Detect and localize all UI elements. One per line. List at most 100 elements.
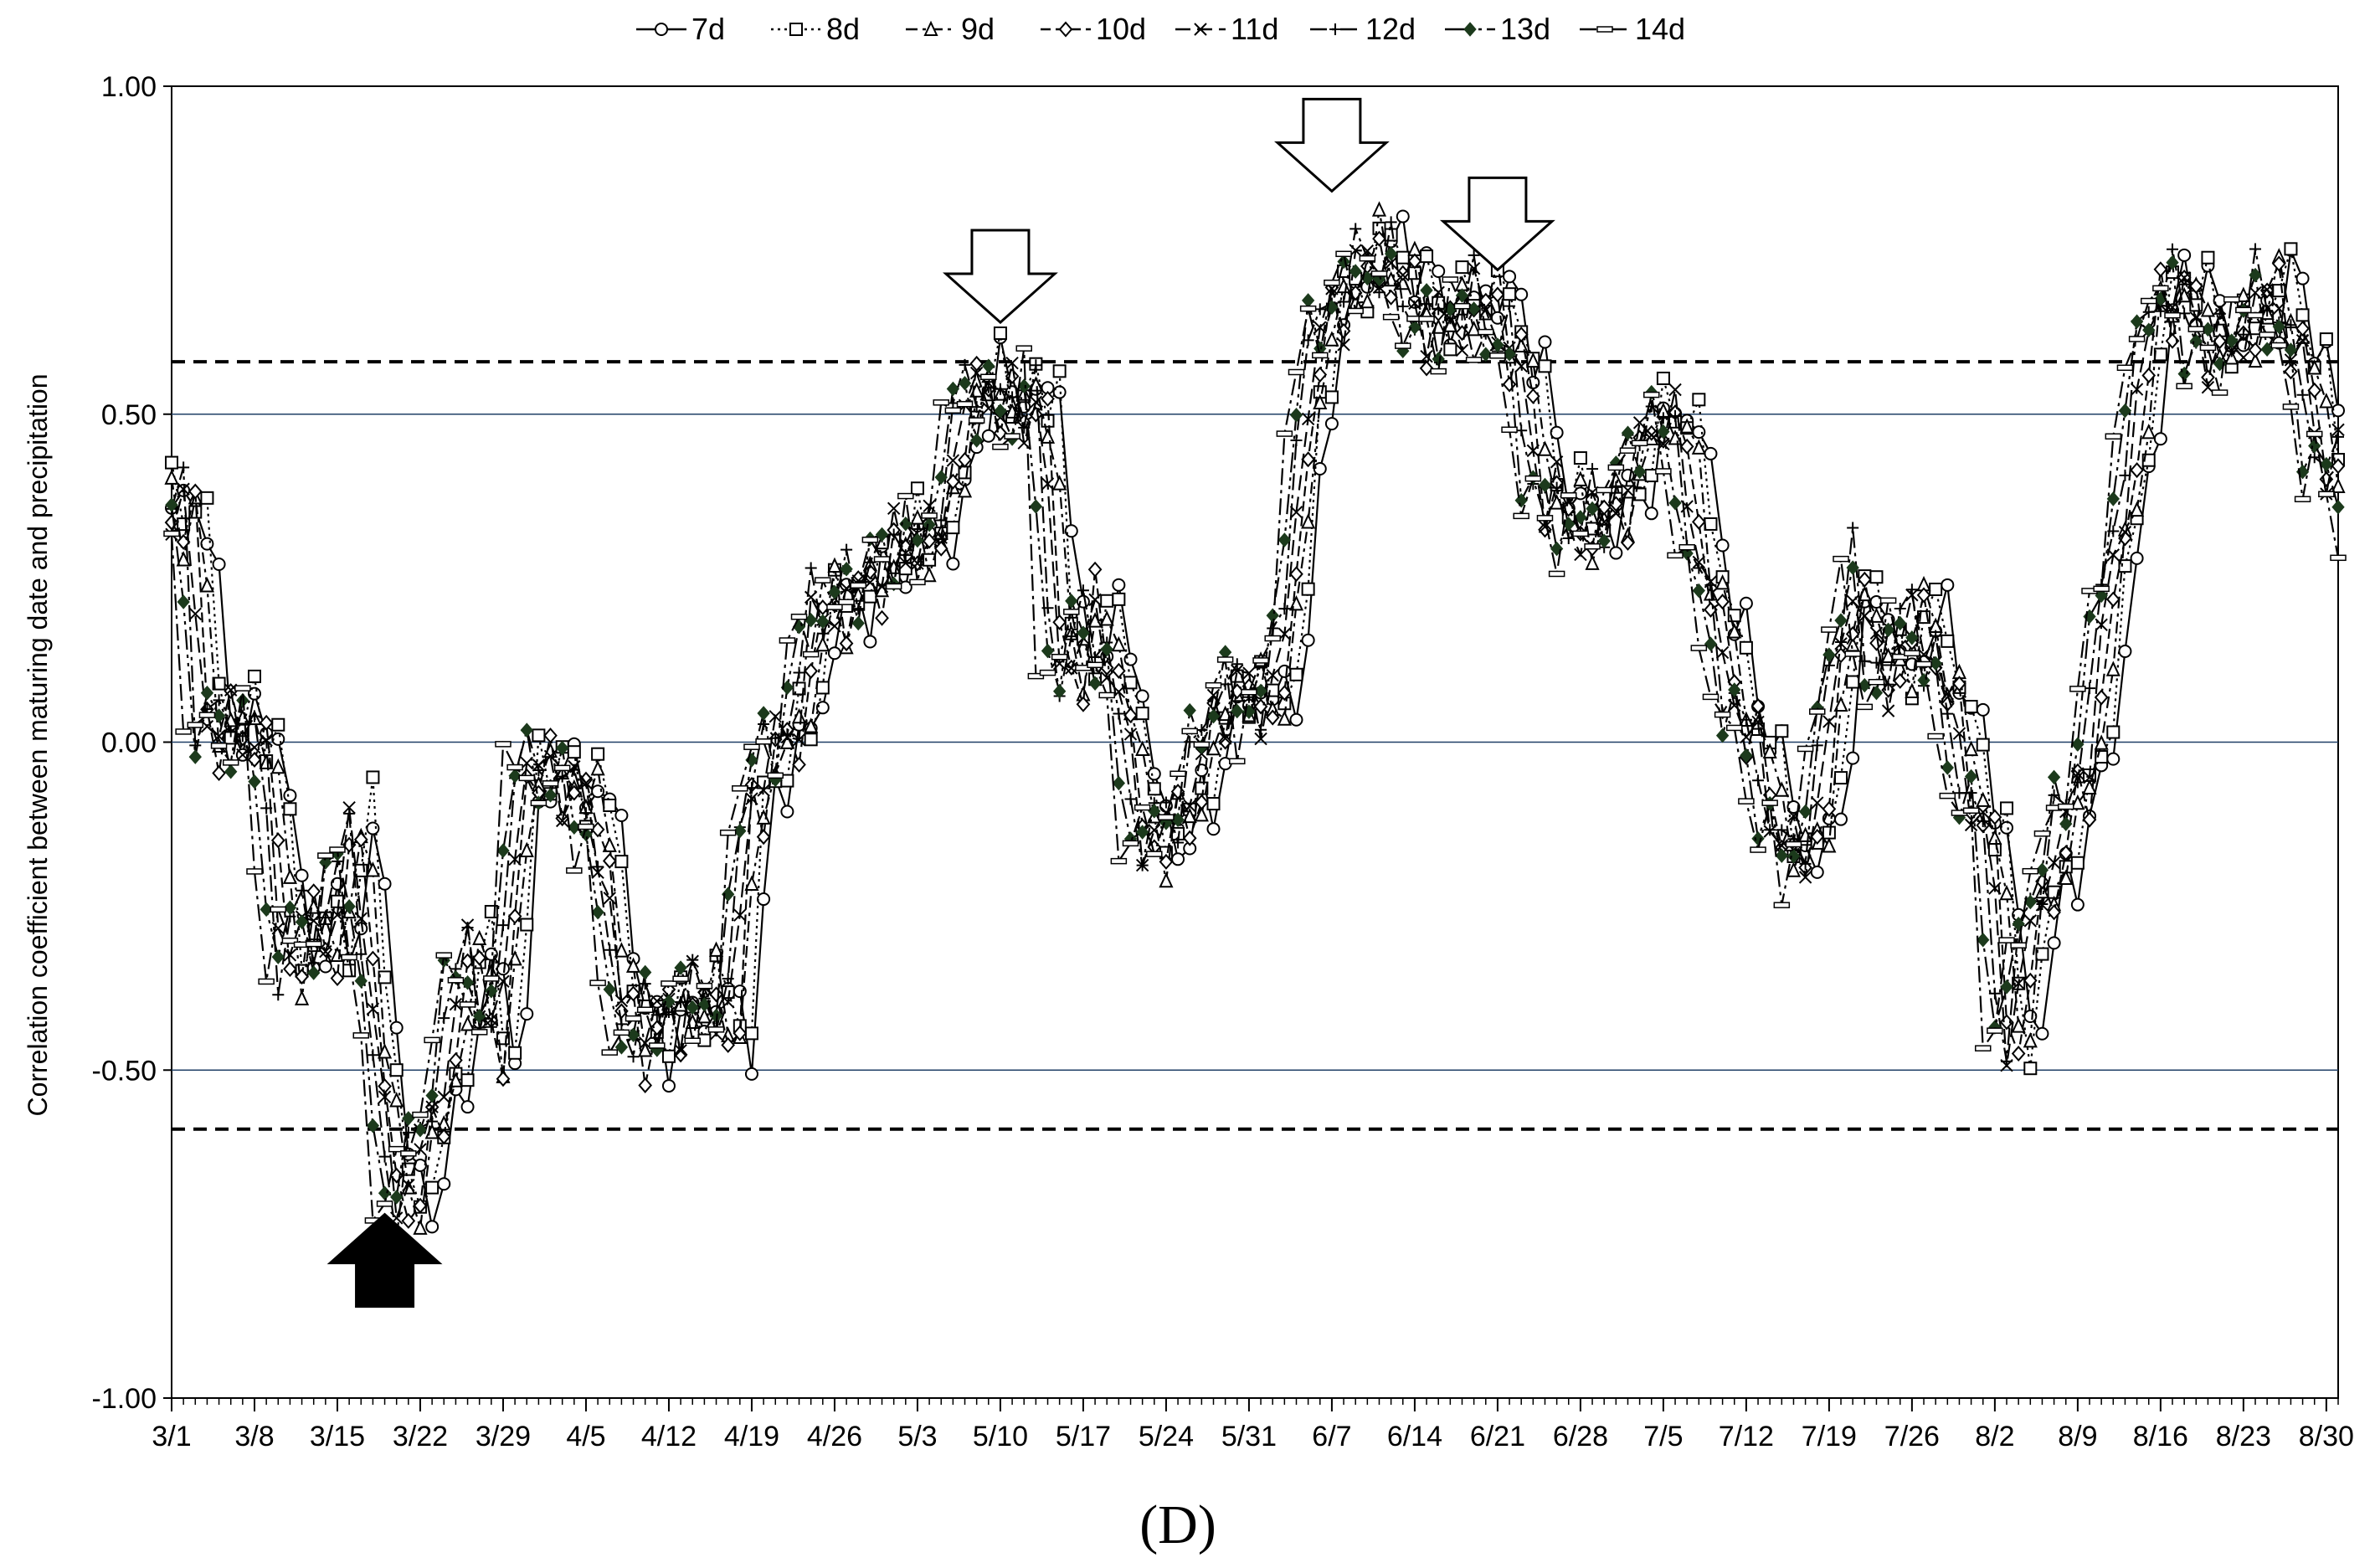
data-point — [2023, 972, 2038, 989]
data-point — [1691, 513, 1706, 530]
data-point — [993, 326, 1007, 341]
data-point — [1869, 570, 1884, 584]
data-point — [1266, 608, 1279, 623]
data-point — [1597, 533, 1611, 548]
data-point — [1728, 682, 1741, 697]
data-point — [1869, 626, 1884, 640]
data-point — [1503, 287, 1517, 301]
x-tick-label: 8/9 — [2058, 1421, 2097, 1452]
data-point — [1266, 668, 1279, 682]
y-axis: 1.00 0.50 0.00 -0.50 -1.00 — [92, 71, 172, 1415]
data-point — [2011, 1046, 2026, 1062]
data-point — [1265, 709, 1280, 726]
data-point — [1183, 702, 1196, 718]
data-point — [755, 738, 772, 745]
data-point — [2010, 942, 2027, 949]
data-point — [1714, 711, 1731, 718]
data-point — [519, 841, 534, 857]
data-point — [1491, 337, 1504, 352]
data-point — [2331, 477, 2346, 493]
data-point — [1063, 609, 1080, 615]
data-point — [2071, 737, 2085, 752]
data-point — [590, 759, 605, 776]
data-point — [366, 821, 380, 835]
data-point — [222, 759, 239, 766]
data-point — [946, 521, 960, 535]
x-tick-label: 7/19 — [1802, 1421, 1857, 1452]
data-point — [306, 914, 321, 928]
data-point — [1562, 532, 1575, 545]
data-point — [1762, 743, 1777, 758]
data-point — [614, 809, 629, 823]
data-point — [792, 733, 806, 747]
data-point — [177, 461, 190, 474]
data-point — [1797, 745, 1814, 753]
data-point — [2319, 393, 2334, 409]
data-point — [507, 908, 522, 925]
data-point — [1123, 727, 1138, 741]
data-point — [2059, 869, 2074, 886]
legend-marker — [1463, 22, 1477, 37]
data-point — [1962, 807, 1980, 814]
y-tick-label: 0.00 — [101, 727, 157, 759]
data-point — [1976, 791, 1991, 807]
y-tick-label: 0.50 — [101, 399, 157, 431]
data-point — [2261, 305, 2274, 317]
data-point — [921, 512, 938, 519]
data-point — [1159, 871, 1174, 888]
data-point — [1715, 594, 1730, 610]
data-point — [2187, 326, 2205, 332]
data-point — [779, 733, 794, 749]
data-point — [828, 619, 841, 633]
x-tick-label: 4/5 — [566, 1421, 605, 1452]
data-point — [1465, 357, 1483, 363]
data-point — [2248, 352, 2263, 368]
data-point — [389, 1020, 404, 1035]
data-point — [2248, 342, 2263, 358]
data-point — [1941, 578, 1955, 592]
data-point — [1550, 425, 1564, 440]
data-point — [1799, 857, 1812, 870]
data-point — [1194, 806, 1209, 822]
data-point — [1833, 696, 1848, 712]
data-point — [1726, 724, 1743, 732]
data-point — [1977, 815, 1989, 827]
legend-marker — [1596, 26, 1613, 33]
data-point — [1159, 853, 1174, 870]
y-tick-label: -0.50 — [92, 1055, 157, 1087]
filled-arrow — [326, 1212, 443, 1308]
data-point — [1277, 710, 1292, 726]
data-point — [1489, 352, 1506, 359]
data-point — [1277, 685, 1292, 702]
data-point — [2223, 296, 2240, 303]
data-point — [1939, 792, 1956, 799]
data-point — [982, 401, 995, 415]
data-point — [733, 823, 747, 839]
y-axis-title: Correlation coefficient between maturing… — [23, 373, 53, 1116]
data-point — [2047, 936, 2061, 950]
data-point — [1420, 249, 1434, 264]
data-point — [1657, 412, 1669, 424]
data-point — [1396, 265, 1411, 281]
data-point — [934, 531, 948, 544]
data-point — [553, 764, 571, 772]
data-point — [1041, 390, 1055, 407]
data-point — [2130, 501, 2145, 517]
data-point — [330, 969, 345, 986]
data-point — [1064, 524, 1078, 538]
data-point — [1100, 594, 1114, 608]
data-point — [343, 807, 356, 820]
y-tick-label: -1.00 — [92, 1383, 157, 1415]
data-point — [2307, 359, 2322, 375]
data-point — [1644, 424, 1659, 441]
data-point — [946, 557, 960, 571]
data-point — [1786, 861, 1802, 877]
data-point — [1526, 388, 1540, 404]
data-point — [1408, 320, 1421, 335]
data-point — [1976, 702, 1990, 717]
data-point — [1550, 481, 1563, 494]
data-point — [1231, 703, 1244, 719]
data-point — [2235, 306, 2252, 314]
data-point — [1513, 512, 1529, 520]
data-point — [1205, 681, 1222, 689]
